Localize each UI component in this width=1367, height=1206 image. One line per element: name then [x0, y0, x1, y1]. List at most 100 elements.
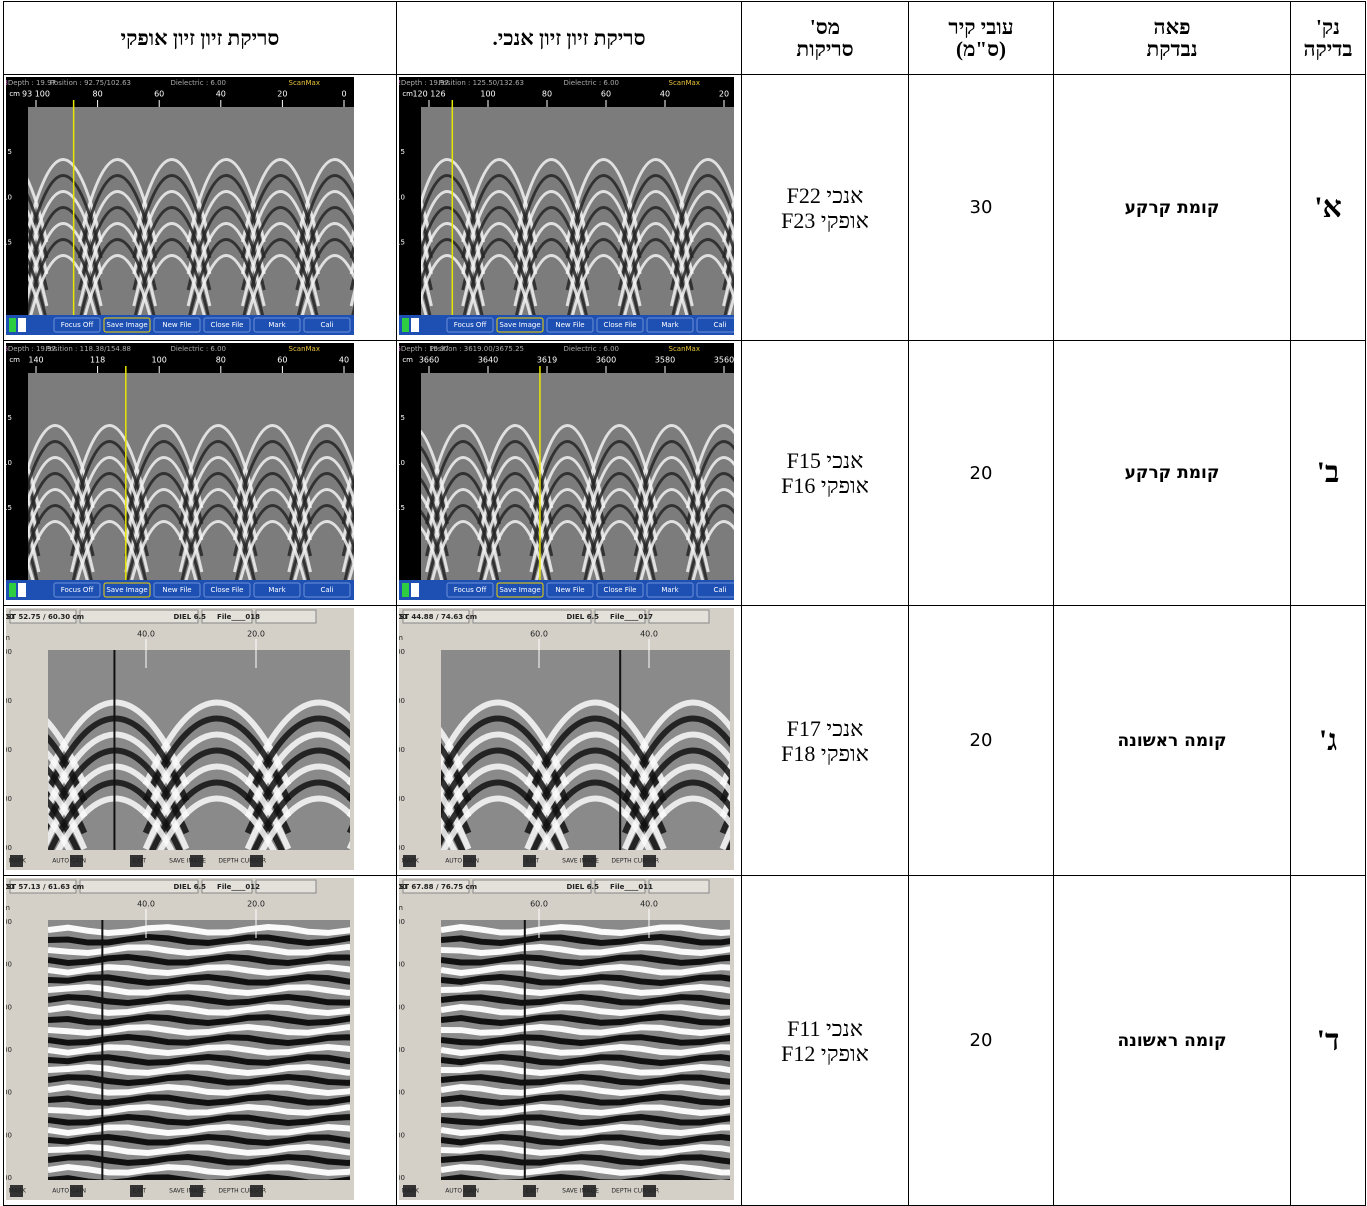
- scan-arch: [483, 520, 548, 580]
- header-text: פאה: [1153, 15, 1191, 39]
- depth-label: 15.00: [399, 1046, 405, 1054]
- button-label: DEPTH CURSOR: [611, 1188, 659, 1195]
- scan-arch: [341, 511, 354, 557]
- scan-arch: [669, 158, 734, 243]
- scan-arch: [441, 822, 458, 850]
- scan-arch: [685, 424, 734, 509]
- scan-band: [48, 924, 350, 936]
- scan-arch: [124, 440, 204, 525]
- scan-arch: [244, 715, 350, 803]
- scan-field: DIST 52.75 / 60.30 cm: [6, 613, 84, 621]
- scans-cell: אנכי F15 אופקי F16: [741, 340, 909, 606]
- scan-arch: [192, 254, 260, 315]
- scan-arch: [477, 440, 554, 525]
- scan-arch: [617, 222, 694, 307]
- depth-label: cm: [402, 90, 413, 98]
- scan-arch: [513, 206, 590, 291]
- scan-arch: [421, 222, 486, 307]
- scan-arch: [723, 276, 734, 315]
- scan-arch: [571, 254, 637, 315]
- scan-arch: [421, 429, 449, 509]
- scan-arch: [622, 763, 730, 850]
- scan-field: Position : 92.75/102.63: [50, 79, 131, 87]
- depth-label: 10.00: [399, 1003, 405, 1011]
- scan-arch: [233, 456, 312, 541]
- scan-arch: [518, 254, 584, 315]
- scan-field: P2-022: [399, 79, 401, 87]
- button-label: Focus Off: [454, 586, 487, 594]
- scan-field: DEPTH 30.00: [6, 883, 14, 891]
- button-icon: [250, 855, 263, 867]
- depth-label: 5: [8, 414, 12, 422]
- depth-label: 5: [8, 148, 12, 156]
- scan-arch: [441, 806, 466, 850]
- scan-arch: [124, 488, 204, 573]
- scan-arch: [622, 747, 730, 835]
- scan-field: DIEL 6.5: [174, 613, 207, 621]
- scan-arch: [421, 228, 433, 275]
- scan-arch: [241, 206, 320, 291]
- scan-arch: [622, 731, 730, 819]
- depth-label: 15.00: [6, 1046, 12, 1054]
- scan-arch: [622, 715, 730, 803]
- depth-label: 5.00: [399, 697, 405, 705]
- depth-label: 30.00: [399, 1174, 405, 1182]
- scan-arch: [421, 190, 486, 275]
- scan-arch: [28, 241, 49, 307]
- scan-arch: [430, 520, 496, 580]
- battery: [9, 583, 16, 597]
- scan-arch: [341, 463, 354, 509]
- scan-band: [48, 1134, 350, 1146]
- scan-arch: [71, 504, 148, 580]
- header-text: סריקות: [796, 37, 854, 61]
- scan-arch: [186, 222, 266, 307]
- scan-band: [441, 1134, 730, 1146]
- button-label: DEPTH CURSOR: [218, 858, 266, 865]
- scan-arch: [639, 520, 704, 580]
- button-icon: [70, 855, 83, 867]
- scan-arch: [28, 206, 103, 291]
- header-text: (ס"מ): [955, 37, 1007, 61]
- scan-arch: [78, 190, 157, 275]
- depth-scale: [6, 373, 28, 580]
- scan-arch: [477, 456, 554, 541]
- scan-field: DEPTH 20.00: [6, 613, 14, 621]
- scan-arch: [421, 525, 444, 580]
- depth-label: 10.00: [6, 746, 12, 754]
- depth-label: 10.00: [6, 1003, 12, 1011]
- scan-arch: [295, 174, 354, 259]
- scan-arch: [426, 504, 500, 580]
- scan-arch: [633, 472, 710, 557]
- scan-arch: [178, 472, 258, 557]
- scan-arch: [628, 779, 730, 850]
- scan-arch: [565, 158, 642, 243]
- depth-scale: [399, 107, 421, 315]
- scan-arch: [421, 158, 486, 243]
- scan-arch: [241, 158, 320, 243]
- image-cell: DEPTH 20.00DIST 44.88 / 74.63 cm DIEL 6.5…: [396, 605, 742, 876]
- field-box: [79, 879, 199, 894]
- scan-image: DEPTH 30.00DIST 67.88 / 76.75 cm DIEL 6.5…: [398, 878, 734, 1200]
- scan-arch: [524, 747, 667, 835]
- scan-arch: [567, 238, 640, 315]
- scan-arch: [513, 190, 590, 275]
- scan-arch: [565, 206, 642, 291]
- scan-arch: [425, 488, 502, 573]
- scan-arch: [513, 222, 590, 307]
- scan-field: DIST 67.88 / 76.75 cm: [399, 883, 477, 891]
- scan-band: [441, 964, 730, 976]
- button-icon: [583, 855, 596, 867]
- scan-arch: [479, 504, 552, 580]
- scan-field: Depth : 19.97: [8, 345, 56, 353]
- scan-arch: [515, 238, 588, 315]
- button: [646, 582, 694, 598]
- scan-arch: [441, 774, 472, 835]
- field-box: [472, 609, 592, 624]
- scan-arch: [28, 456, 95, 541]
- scan-arch: [132, 222, 212, 307]
- depth-label: 15.00: [6, 795, 12, 803]
- scan-arch: [421, 477, 449, 557]
